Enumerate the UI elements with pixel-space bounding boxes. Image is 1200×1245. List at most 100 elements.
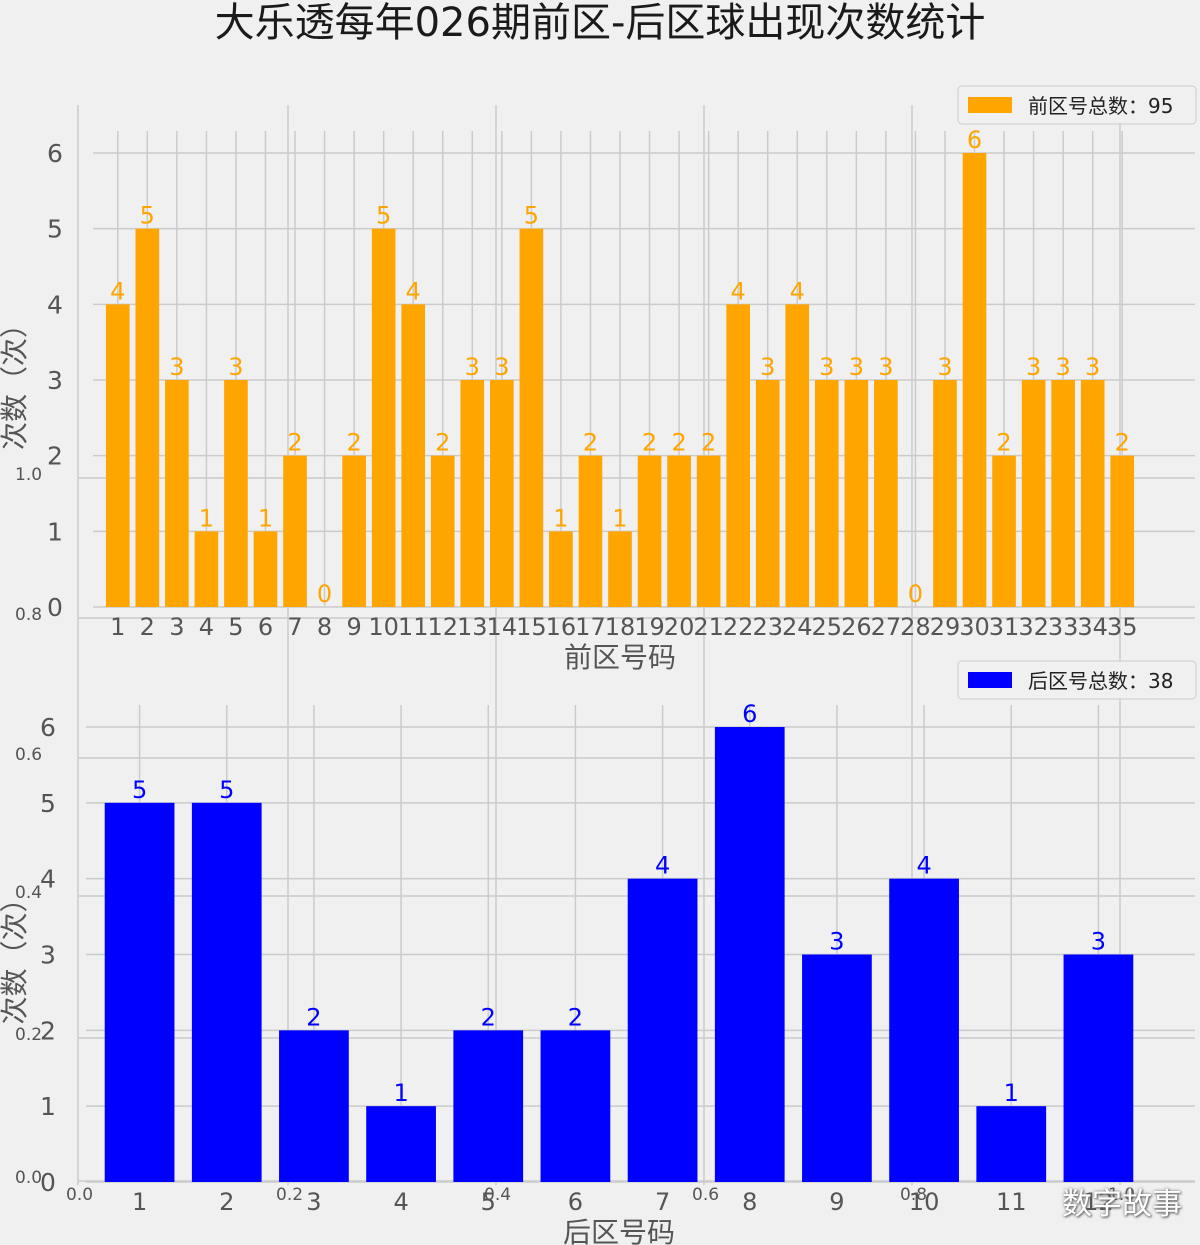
x-tick-label: 7 xyxy=(287,613,302,641)
bar xyxy=(755,380,780,607)
data-label: 3 xyxy=(1085,353,1100,381)
x-tick-label: 2 xyxy=(219,1188,234,1216)
bar xyxy=(933,380,957,607)
x-tick-label: 2 xyxy=(140,613,155,641)
x-tick-label: 18 xyxy=(605,613,636,641)
bar xyxy=(976,1106,1047,1182)
bar xyxy=(726,304,750,607)
data-label: 5 xyxy=(132,776,147,804)
data-label: 4 xyxy=(655,852,670,880)
y-tick-label: 1 xyxy=(47,517,63,546)
bg-x-tick-label: 0.6 xyxy=(692,1185,719,1205)
x-tick-label: 5 xyxy=(228,613,243,641)
bar xyxy=(519,228,544,607)
y-tick-label: 3 xyxy=(47,366,63,395)
data-label: 3 xyxy=(829,928,844,956)
legend-swatch xyxy=(968,97,1012,113)
x-tick-label: 34 xyxy=(1077,613,1108,641)
data-label: 4 xyxy=(110,277,125,305)
data-label: 2 xyxy=(1115,429,1130,457)
x-tick-label: 29 xyxy=(930,613,961,641)
x-tick-label: 31 xyxy=(989,613,1020,641)
x-tick-label: 4 xyxy=(393,1188,408,1216)
y-tick-label: 0 xyxy=(47,593,63,622)
x-tick-label: 21 xyxy=(693,613,724,641)
data-label: 2 xyxy=(435,429,450,457)
bar xyxy=(1051,380,1075,607)
data-label: 2 xyxy=(583,429,598,457)
data-label: 1 xyxy=(258,504,273,532)
data-label: 2 xyxy=(701,429,716,457)
legend-swatch xyxy=(968,672,1012,688)
x-tick-label: 1 xyxy=(110,613,125,641)
data-label: 3 xyxy=(1056,353,1071,381)
bar xyxy=(105,304,130,607)
bar xyxy=(608,531,632,607)
x-tick-label: 10 xyxy=(909,1188,940,1216)
data-label: 4 xyxy=(790,277,805,305)
y-tick-label: 6 xyxy=(40,713,56,742)
data-label: 3 xyxy=(849,353,864,381)
x-tick-label: 9 xyxy=(346,613,361,641)
bar xyxy=(874,380,898,607)
bar xyxy=(401,304,426,607)
data-label: 4 xyxy=(731,277,746,305)
back-zone-chart: 0123456515223142526476839410111312后区号码次数… xyxy=(0,660,1197,1245)
bar xyxy=(283,455,307,607)
y-axis-label: 次数（次） xyxy=(0,310,31,450)
bar xyxy=(814,380,839,607)
bar xyxy=(785,304,810,607)
bar xyxy=(637,455,662,607)
data-label: 1 xyxy=(1004,1079,1019,1107)
bar xyxy=(104,802,175,1182)
bg-y-tick-label: 0.4 xyxy=(15,883,42,903)
x-tick-label: 16 xyxy=(546,613,577,641)
legend-label: 前区号总数：95 xyxy=(1028,94,1173,118)
data-label: 3 xyxy=(494,353,509,381)
data-label: 2 xyxy=(642,429,657,457)
bg-x-tick-label: 0.8 xyxy=(900,1185,927,1205)
y-tick-label: 2 xyxy=(47,442,63,471)
x-tick-label: 7 xyxy=(655,1188,670,1216)
data-label: 1 xyxy=(612,504,627,532)
data-label: 2 xyxy=(671,429,686,457)
bar xyxy=(1021,380,1046,607)
bg-y-tick-label: 0.6 xyxy=(15,745,42,765)
data-label: 3 xyxy=(819,353,834,381)
x-tick-label: 25 xyxy=(812,613,843,641)
bar xyxy=(962,153,987,607)
x-tick-label: 4 xyxy=(199,613,214,641)
background-axis: 0.0 0.2 0.4 0.6 0.8 1.0 0.0 0.2 0.4 0.6 0.8 1.0 xyxy=(15,105,1195,1205)
data-label: 3 xyxy=(465,353,480,381)
x-tick-label: 11 xyxy=(996,1188,1027,1216)
x-tick-label: 32 xyxy=(1018,613,1049,641)
data-label: 2 xyxy=(568,1003,583,1031)
x-tick-label: 10 xyxy=(368,613,399,641)
x-tick-label: 13 xyxy=(457,613,488,641)
x-tick-label: 11 xyxy=(398,613,429,641)
bar xyxy=(165,380,189,607)
x-tick-label: 17 xyxy=(575,613,606,641)
data-label: 0 xyxy=(317,580,332,608)
x-tick-label: 3 xyxy=(306,1188,321,1216)
bg-x-tick-label: 0.2 xyxy=(276,1185,303,1205)
bg-x-tick-label: 0.4 xyxy=(484,1185,511,1205)
x-tick-label: 9 xyxy=(829,1188,844,1216)
y-tick-label: 4 xyxy=(40,865,56,894)
y-tick-label: 2 xyxy=(40,1016,56,1045)
x-tick-label: 27 xyxy=(871,613,902,641)
chart-title: 大乐透每年026期前区-后区球出现次数统计 xyxy=(214,0,986,46)
x-tick-label: 6 xyxy=(568,1188,583,1216)
data-label: 4 xyxy=(916,852,931,880)
x-tick-label: 30 xyxy=(959,613,990,641)
bar xyxy=(279,1030,349,1182)
x-tick-label: 14 xyxy=(487,613,518,641)
x-axis-label: 后区号码 xyxy=(563,1216,675,1245)
x-tick-label: 28 xyxy=(900,613,931,641)
bar xyxy=(696,455,721,607)
x-tick-label: 23 xyxy=(752,613,783,641)
x-tick-label: 1 xyxy=(132,1188,147,1216)
x-tick-label: 26 xyxy=(841,613,872,641)
bar xyxy=(430,455,455,607)
x-axis-label: 前区号码 xyxy=(564,641,676,674)
